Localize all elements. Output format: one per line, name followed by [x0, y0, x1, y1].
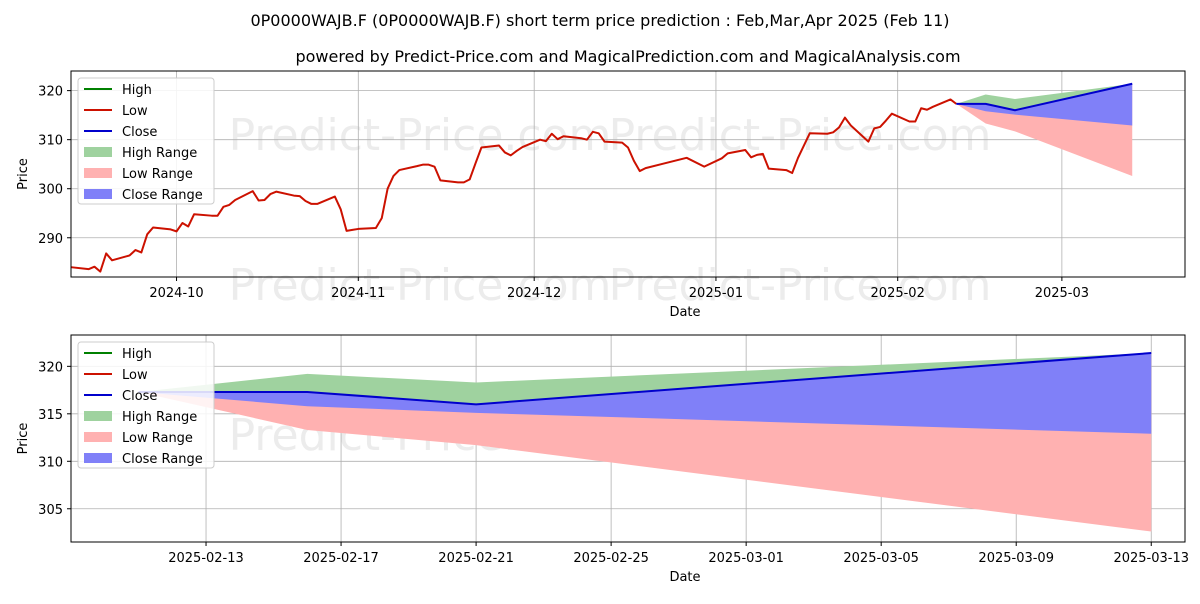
- legend-swatch-patch: [84, 189, 112, 199]
- top-panel: Predict-Price.comPredict-Price.comPredic…: [16, 70, 1186, 320]
- x-tick-label: 2025-02-17: [303, 551, 379, 566]
- x-axis-label: Date: [669, 305, 700, 320]
- legend-label: High: [122, 347, 152, 362]
- x-tick-label: 2025-03-05: [843, 551, 919, 566]
- legend-label: High Range: [122, 146, 197, 161]
- y-tick-label: 305: [38, 503, 63, 518]
- y-tick-label: 310: [38, 455, 63, 470]
- plot-frame: [70, 334, 1186, 543]
- x-tick-label: 2025-01: [689, 286, 743, 301]
- y-tick-label: 300: [38, 183, 63, 198]
- watermark-text: Predict-Price.com: [229, 260, 612, 311]
- x-tick-label: 2025-02: [871, 286, 925, 301]
- legend-swatch-patch: [84, 411, 112, 421]
- legend-label: Low: [122, 104, 148, 119]
- high-range-area: [138, 353, 1152, 405]
- x-tick-label: 2024-11: [331, 286, 385, 301]
- close-line: [956, 82, 1133, 112]
- x-tick-label: 2024-10: [149, 286, 203, 301]
- legend-label: Low Range: [122, 167, 193, 182]
- y-axis-label: Price: [16, 158, 31, 190]
- legend-label: High: [122, 83, 152, 98]
- legend-label: Close: [122, 389, 157, 404]
- x-tick-label: 2025-03: [1035, 286, 1089, 301]
- x-tick-label: 2025-03-01: [708, 551, 784, 566]
- x-tick-label: 2025-02-25: [573, 551, 649, 566]
- y-tick-label: 315: [38, 408, 63, 423]
- x-tick-label: 2025-03-13: [1113, 551, 1189, 566]
- x-tick-label: 2025-02-13: [168, 551, 244, 566]
- x-tick-label: 2024-12: [507, 286, 561, 301]
- chart-title: 0P0000WAJB.F (0P0000WAJB.F) short term p…: [250, 11, 949, 30]
- legend-label: Close Range: [122, 188, 203, 203]
- y-tick-label: 290: [38, 232, 63, 247]
- legend-label: Close Range: [122, 452, 203, 467]
- legend-label: Low Range: [122, 431, 193, 446]
- legend-swatch-patch: [84, 453, 112, 463]
- legend-swatch-patch: [84, 168, 112, 178]
- legend-swatch-patch: [84, 147, 112, 157]
- legend-label: High Range: [122, 410, 197, 425]
- y-axis-label: Price: [16, 423, 31, 455]
- x-axis-label: Date: [669, 570, 700, 585]
- legend-label: Low: [122, 368, 148, 383]
- x-tick-label: 2025-02-21: [438, 551, 514, 566]
- bottom-panel: Predict-Price.comPredict-Price.com2025-0…: [16, 334, 1189, 585]
- x-tick-label: 2025-03-09: [978, 551, 1054, 566]
- legend: High Low Close High Range Low Range Close Ran…: [77, 77, 215, 205]
- y-tick-label: 320: [38, 360, 63, 375]
- watermark-text: Predict-Price.com: [229, 110, 612, 161]
- chart-subtitle: powered by Predict-Price.com and Magical…: [295, 47, 960, 66]
- legend: High Low Close High Range Low Range Close Ran…: [77, 341, 215, 469]
- y-tick-label: 320: [38, 85, 63, 100]
- watermark-text: Predict-Price.com: [609, 260, 992, 311]
- close-line: [138, 352, 1152, 406]
- legend-swatch-patch: [84, 432, 112, 442]
- legend-label: Close: [122, 125, 157, 140]
- y-tick-label: 310: [38, 134, 63, 149]
- plot-frame: [70, 70, 1186, 278]
- low-line: [70, 98, 957, 273]
- high-range-area: [956, 83, 1133, 111]
